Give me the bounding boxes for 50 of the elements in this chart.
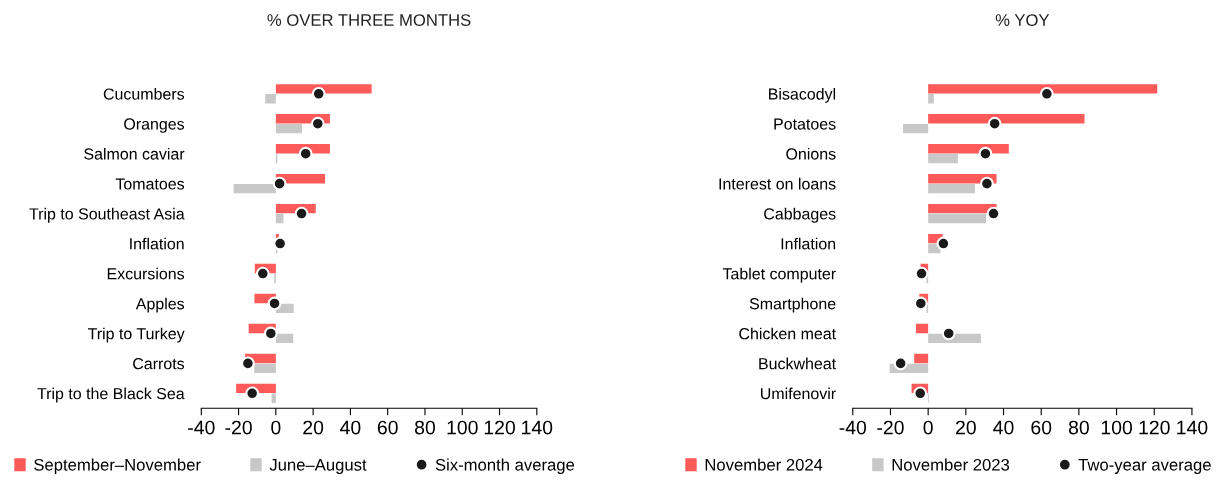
legend-label: June–August	[269, 459, 367, 474]
y-tick-label: Oranges	[124, 118, 185, 133]
y-tick-label: Tomatoes	[115, 178, 185, 190]
x-tick-label: 100	[447, 420, 478, 435]
x-tick-label: 60	[1031, 420, 1052, 435]
x-tick-label: 40	[340, 420, 361, 435]
legend-label: Two-year average	[1078, 459, 1211, 474]
x-tick-label: 20	[956, 420, 976, 435]
y-tick-label: Tablet computer	[722, 267, 836, 283]
y-tick-label: Trip to Southeast Asia	[29, 207, 185, 223]
x-tick-label: -40	[839, 420, 867, 435]
x-tick-label: 120	[1139, 420, 1170, 435]
x-tick-label: 20	[303, 420, 324, 435]
y-tick-label: Interest on loans	[719, 177, 836, 190]
y-tick-label: Umifenovir	[761, 387, 836, 400]
legend-label: November 2024	[705, 458, 823, 471]
y-tick-label: Bisacodyl	[769, 87, 836, 103]
y-tick-label: Smartphone	[749, 297, 836, 313]
y-tick-label: Excursions	[107, 267, 185, 280]
y-tick-label: Onions	[786, 147, 836, 160]
x-tick-label: 140	[1177, 420, 1208, 435]
x-tick-label: 100	[1101, 420, 1133, 435]
y-tick-label: Potatoes	[774, 118, 836, 130]
y-tick-label: Inflation	[781, 237, 836, 250]
x-tick-label: 40	[993, 420, 1014, 435]
x-tick-label: 80	[415, 420, 436, 435]
legend-label: September–November	[34, 458, 201, 474]
y-tick-label: Trip to the Black Sea	[37, 387, 185, 403]
y-tick-label: Cucumbers	[103, 87, 185, 100]
x-tick-label: 60	[377, 420, 398, 435]
x-tick-label: -20	[225, 420, 252, 435]
x-tick-label: 80	[1068, 420, 1089, 435]
x-tick-label: 140	[522, 420, 553, 435]
x-tick-label: 120	[484, 420, 515, 435]
chart-title: % YOY	[995, 14, 1050, 26]
x-tick-label: 0	[271, 420, 281, 435]
y-tick-label: Buckwheat	[759, 357, 836, 370]
x-tick-label: 0	[923, 420, 933, 435]
chart-title: % OVER THREE MONTHS	[267, 14, 471, 26]
y-tick-label: Carrots	[133, 358, 185, 370]
x-tick-label: -20	[877, 420, 904, 435]
legend-label: November 2023	[892, 458, 1010, 471]
y-tick-label: Inflation	[130, 237, 184, 250]
y-tick-label: Salmon caviar	[84, 147, 185, 160]
x-tick-label: -40	[188, 420, 215, 435]
legend-label: Six-month average	[435, 458, 575, 474]
y-tick-label: Trip to Turkey	[87, 327, 185, 343]
y-tick-label: Cabbages	[764, 207, 836, 223]
y-tick-label: Chicken meat	[739, 327, 836, 340]
y-tick-label: Apples	[135, 297, 185, 313]
